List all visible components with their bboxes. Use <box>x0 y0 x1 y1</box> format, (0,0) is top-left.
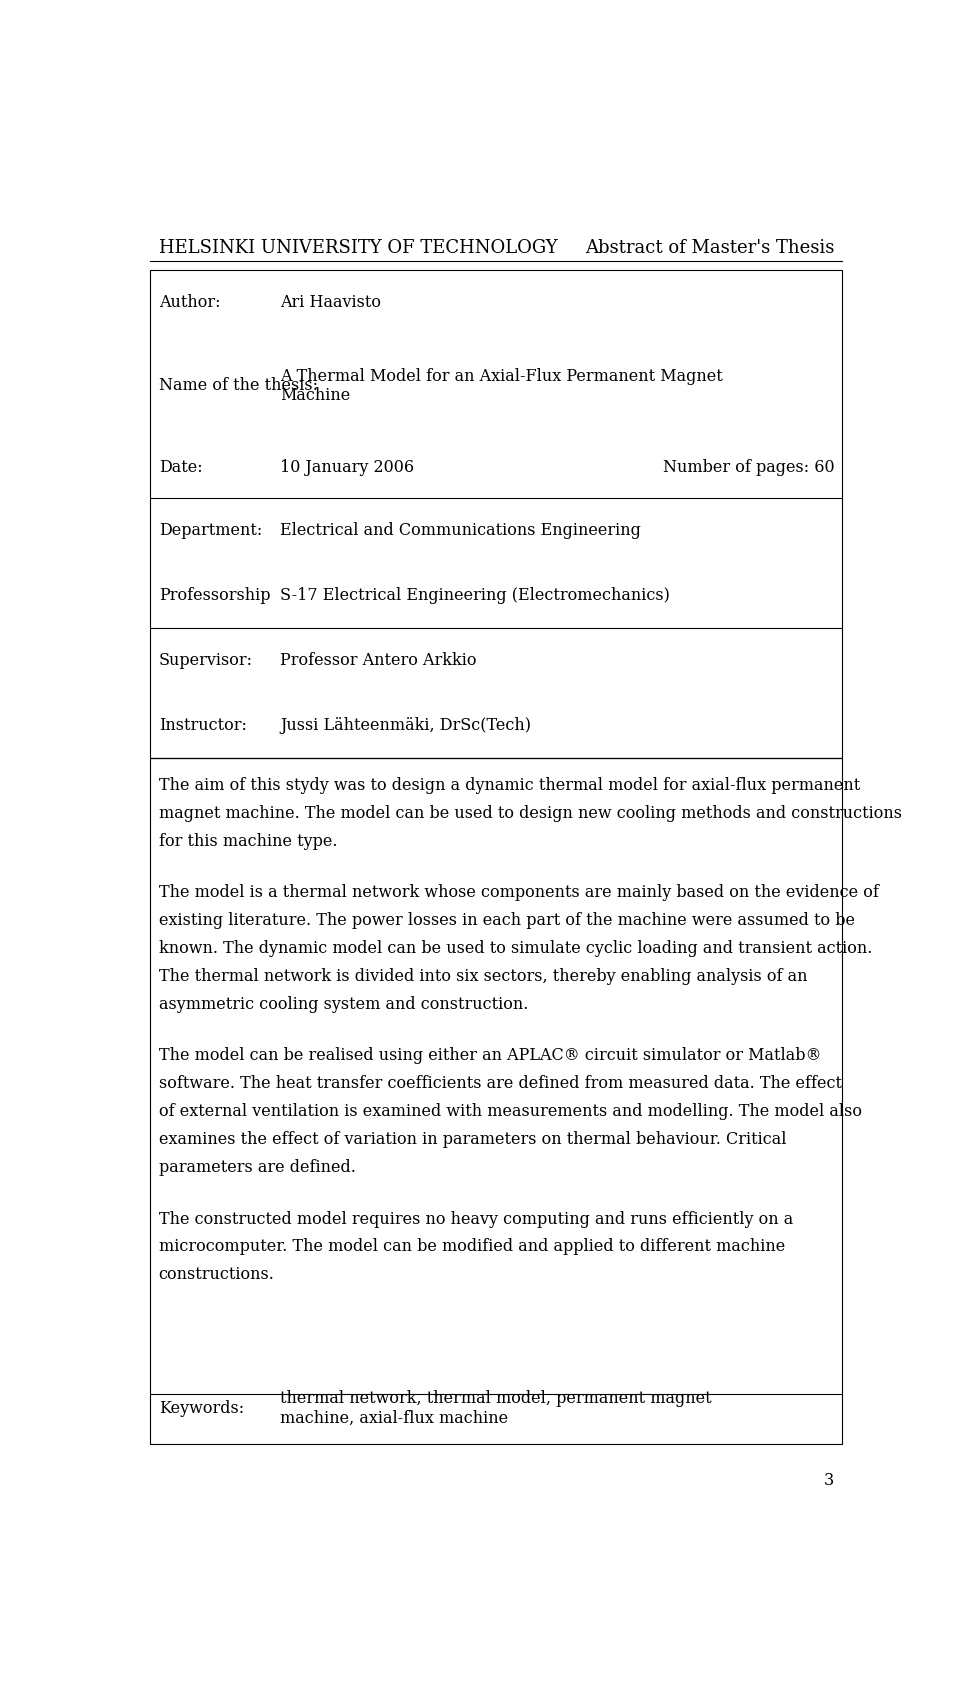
Text: HELSINKI UNIVERSITY OF TECHNOLOGY: HELSINKI UNIVERSITY OF TECHNOLOGY <box>158 240 558 257</box>
Text: The constructed model requires no heavy computing and runs efficiently on a: The constructed model requires no heavy … <box>158 1210 793 1227</box>
Text: Supervisor:: Supervisor: <box>158 652 252 668</box>
Text: constructions.: constructions. <box>158 1266 275 1283</box>
Text: A Thermal Model for an Axial-Flux Permanent Magnet
Machine: A Thermal Model for an Axial-Flux Perman… <box>280 368 723 403</box>
Text: parameters are defined.: parameters are defined. <box>158 1160 355 1177</box>
Text: Author:: Author: <box>158 294 220 311</box>
Text: The aim of this stydy was to design a dynamic thermal model for axial-flux perma: The aim of this stydy was to design a dy… <box>158 776 860 793</box>
Text: Number of pages: 60: Number of pages: 60 <box>662 459 834 476</box>
Text: Ari Haavisto: Ari Haavisto <box>280 294 381 311</box>
Bar <box>150 758 842 1443</box>
Text: examines the effect of variation in parameters on thermal behaviour. Critical: examines the effect of variation in para… <box>158 1131 786 1148</box>
Text: of external ventilation is examined with measurements and modelling. The model a: of external ventilation is examined with… <box>158 1104 862 1121</box>
Text: known. The dynamic model can be used to simulate cyclic loading and transient ac: known. The dynamic model can be used to … <box>158 940 872 957</box>
Text: Electrical and Communications Engineering: Electrical and Communications Engineerin… <box>280 522 641 538</box>
Text: Professor Antero Arkkio: Professor Antero Arkkio <box>280 652 476 668</box>
Text: for this machine type.: for this machine type. <box>158 832 337 851</box>
Text: Abstract of Master's Thesis: Abstract of Master's Thesis <box>585 240 834 257</box>
Text: thermal network, thermal model, permanent magnet
machine, axial-flux machine: thermal network, thermal model, permanen… <box>280 1391 711 1426</box>
Text: Instructor:: Instructor: <box>158 717 247 734</box>
Text: existing literature. The power losses in each part of the machine were assumed t: existing literature. The power losses in… <box>158 912 854 928</box>
Text: Department:: Department: <box>158 522 262 538</box>
Text: asymmetric cooling system and construction.: asymmetric cooling system and constructi… <box>158 996 528 1013</box>
Text: microcomputer. The model can be modified and applied to different machine: microcomputer. The model can be modified… <box>158 1239 785 1256</box>
Text: Name of the thesis:: Name of the thesis: <box>158 378 318 395</box>
Text: 10 January 2006: 10 January 2006 <box>280 459 414 476</box>
Text: S-17 Electrical Engineering (Electromechanics): S-17 Electrical Engineering (Electromech… <box>280 587 670 604</box>
Bar <box>150 270 842 758</box>
Text: The model is a thermal network whose components are mainly based on the evidence: The model is a thermal network whose com… <box>158 885 878 901</box>
Text: Professorship: Professorship <box>158 587 270 604</box>
Text: software. The heat transfer coefficients are defined from measured data. The eff: software. The heat transfer coefficients… <box>158 1075 842 1092</box>
Text: Date:: Date: <box>158 459 203 476</box>
Text: The model can be realised using either an APLAC® circuit simulator or Matlab®: The model can be realised using either a… <box>158 1047 821 1065</box>
Text: magnet machine. The model can be used to design new cooling methods and construc: magnet machine. The model can be used to… <box>158 805 901 822</box>
Text: Jussi Lähteenmäki, DrSc(Tech): Jussi Lähteenmäki, DrSc(Tech) <box>280 717 531 734</box>
Text: Keywords:: Keywords: <box>158 1401 244 1418</box>
Text: 3: 3 <box>824 1472 834 1489</box>
Text: The thermal network is divided into six sectors, thereby enabling analysis of an: The thermal network is divided into six … <box>158 969 807 986</box>
